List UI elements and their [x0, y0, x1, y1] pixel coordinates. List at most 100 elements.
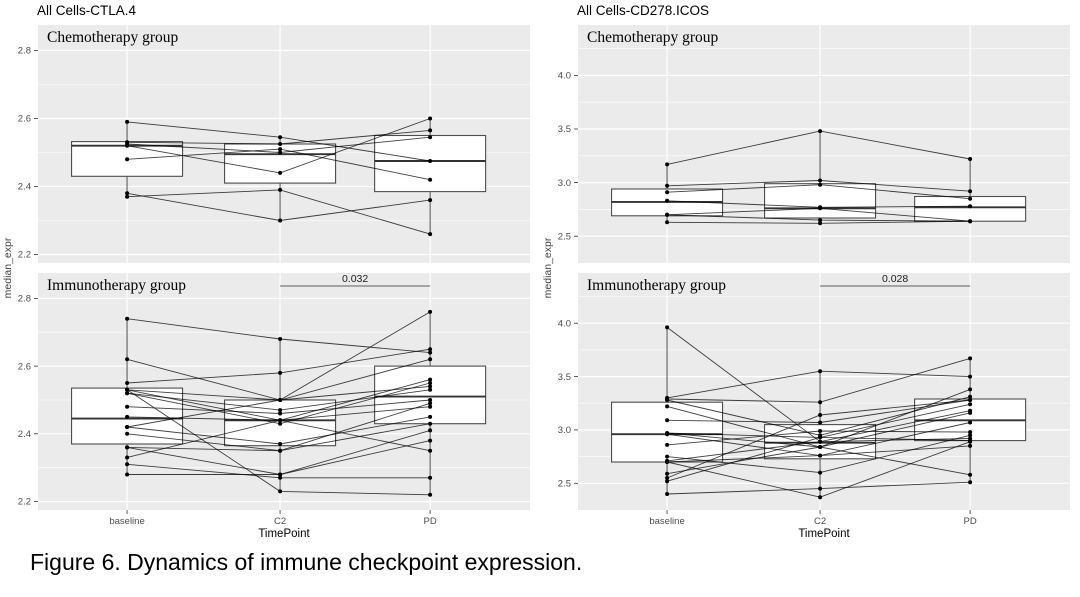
- p-value-label: 0.032: [342, 273, 368, 285]
- data-point: [818, 486, 823, 491]
- y-tick-label: 2.2: [18, 250, 31, 261]
- y-tick-label: 4.0: [558, 318, 571, 329]
- data-point: [665, 404, 670, 409]
- y-tick-label: 2.4: [18, 429, 31, 440]
- y-tick-label: 2.8: [18, 46, 31, 57]
- data-point: [278, 418, 283, 423]
- data-point: [968, 430, 973, 435]
- data-point: [125, 431, 130, 436]
- y-tick-label: 2.5: [558, 231, 571, 242]
- y-tick-label: 3.0: [558, 178, 571, 189]
- subject-points: [125, 116, 433, 237]
- data-point: [125, 455, 130, 460]
- data-point: [278, 448, 283, 453]
- data-point: [968, 387, 973, 392]
- data-point: [278, 472, 283, 477]
- data-point: [428, 116, 433, 121]
- panel-background: [578, 273, 1070, 510]
- data-point: [968, 374, 973, 379]
- data-point: [428, 475, 433, 480]
- data-point: [125, 391, 130, 396]
- data-point: [125, 316, 130, 321]
- data-point: [125, 381, 130, 385]
- data-point: [278, 337, 283, 341]
- facet-chemotherapy-group: 2.5 3.0 3.5 4.0 Chemotherapy group: [558, 25, 1070, 263]
- x-tick-label: PD: [424, 516, 437, 527]
- data-point: [125, 157, 130, 162]
- data-point: [125, 404, 130, 409]
- data-point: [428, 377, 433, 382]
- data-point: [428, 347, 433, 352]
- data-point: [818, 369, 823, 374]
- data-point: [665, 479, 670, 484]
- data-point: [125, 462, 130, 467]
- data-point: [278, 150, 283, 155]
- data-point: [278, 398, 283, 402]
- data-point: [278, 408, 283, 413]
- data-point: [125, 143, 130, 148]
- x-tick-label: C2: [814, 516, 826, 527]
- data-point: [968, 394, 973, 399]
- data-point: [428, 135, 433, 140]
- data-point: [665, 325, 670, 330]
- facet-immunotherapy-group: 2.5 3.0 3.5 4.0 Immunotherapy group 0.028 base…: [558, 273, 1070, 540]
- data-point: [818, 470, 823, 475]
- chart-ctla4: 2.2 2.4 2.6 2.8 Chemotherapy group 2.2 2.4 2.6 2…: [0, 0, 540, 545]
- x-axis-title: TimePoint: [258, 528, 310, 540]
- data-point: [968, 402, 973, 407]
- data-point: [968, 189, 973, 194]
- data-point: [278, 475, 283, 480]
- data-point: [428, 350, 433, 355]
- data-point: [428, 357, 433, 362]
- data-point: [428, 398, 433, 402]
- data-point: [125, 387, 130, 392]
- y-tick-label: 2.6: [18, 114, 31, 125]
- data-point: [428, 421, 433, 426]
- data-point: [665, 398, 670, 402]
- panel-background: [578, 25, 1070, 263]
- p-value-label: 0.028: [882, 273, 908, 285]
- data-point: [125, 119, 130, 124]
- data-point: [968, 356, 973, 361]
- data-point: [968, 219, 973, 224]
- data-point: [125, 472, 130, 477]
- data-point: [428, 448, 433, 453]
- data-point: [125, 191, 130, 196]
- data-point: [818, 178, 823, 183]
- chart-title-ctla4: All Cells-CTLA.4: [37, 3, 137, 18]
- y-tick-label: 3.0: [558, 425, 571, 436]
- data-point: [968, 157, 973, 161]
- y-tick-label: 3.5: [558, 124, 571, 135]
- data-point: [818, 400, 823, 405]
- chart-title-icos: All Cells-CD278.ICOS: [577, 3, 710, 18]
- data-point: [665, 198, 670, 203]
- data-point: [125, 414, 130, 419]
- data-point: [278, 187, 283, 192]
- data-point: [968, 410, 973, 415]
- data-point: [818, 435, 823, 440]
- data-point: [665, 183, 670, 188]
- data-point: [278, 411, 283, 416]
- data-point: [818, 129, 823, 134]
- data-point: [818, 495, 823, 500]
- data-point: [968, 204, 973, 209]
- data-point: [818, 221, 823, 226]
- data-point: [818, 429, 823, 433]
- data-point: [665, 418, 670, 423]
- y-tick-label: 2.8: [18, 294, 31, 305]
- data-point: [818, 445, 823, 449]
- y-tick-label: 2.5: [558, 479, 571, 490]
- data-point: [818, 218, 823, 223]
- data-point: [278, 489, 283, 494]
- data-point: [968, 420, 973, 425]
- facet-immunotherapy-group: 2.2 2.4 2.6 2.8 Immunotherapy group 0.032 base…: [18, 273, 530, 540]
- facet-label: Chemotherapy group: [587, 29, 719, 46]
- data-point: [665, 492, 670, 496]
- data-point: [428, 309, 433, 314]
- data-point: [968, 438, 973, 443]
- x-tick-label: PD: [964, 516, 977, 527]
- data-point: [665, 190, 670, 195]
- data-point: [428, 428, 433, 433]
- data-point: [968, 433, 973, 438]
